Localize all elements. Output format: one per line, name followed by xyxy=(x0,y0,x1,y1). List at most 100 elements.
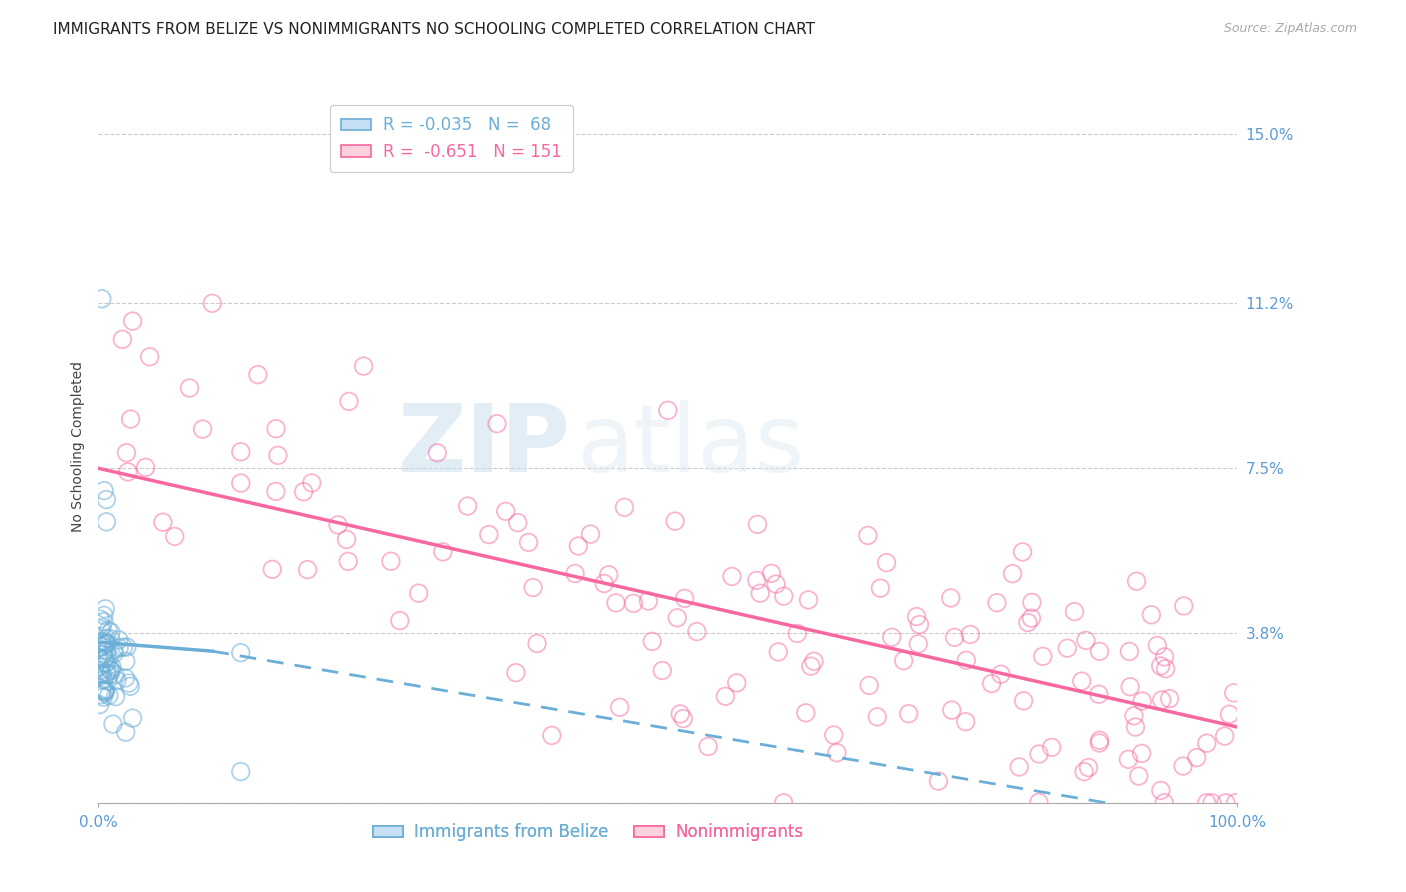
Point xyxy=(664,514,686,528)
Point xyxy=(114,671,136,685)
Point xyxy=(905,609,928,624)
Point xyxy=(297,563,319,577)
Point xyxy=(335,533,357,547)
Point xyxy=(1150,783,1173,797)
Point xyxy=(794,706,817,720)
Point xyxy=(115,446,138,460)
Point xyxy=(1215,796,1237,810)
Point xyxy=(94,657,117,671)
Point xyxy=(91,648,114,662)
Point xyxy=(98,667,121,681)
Point xyxy=(893,654,915,668)
Point xyxy=(115,640,138,654)
Point xyxy=(1130,694,1153,708)
Text: IMMIGRANTS FROM BELIZE VS NONIMMIGRANTS NO SCHOOLING COMPLETED CORRELATION CHART: IMMIGRANTS FROM BELIZE VS NONIMMIGRANTS … xyxy=(53,22,815,37)
Point xyxy=(353,359,375,373)
Point xyxy=(858,678,880,692)
Point xyxy=(191,422,214,436)
Point xyxy=(876,556,898,570)
Point xyxy=(669,706,692,721)
Point xyxy=(1146,639,1168,653)
Point xyxy=(426,446,449,460)
Point xyxy=(100,625,122,640)
Point xyxy=(1154,662,1177,676)
Point xyxy=(567,539,589,553)
Point xyxy=(1073,764,1095,779)
Point xyxy=(1012,694,1035,708)
Point xyxy=(1128,769,1150,783)
Point xyxy=(749,586,772,600)
Point xyxy=(666,611,689,625)
Point xyxy=(1150,693,1173,707)
Point xyxy=(941,703,963,717)
Point xyxy=(1056,641,1078,656)
Point xyxy=(506,516,529,530)
Point xyxy=(772,796,794,810)
Point xyxy=(1008,760,1031,774)
Point xyxy=(96,667,118,681)
Point xyxy=(100,664,122,678)
Point xyxy=(495,504,517,518)
Point xyxy=(337,554,360,568)
Point xyxy=(637,594,659,608)
Point xyxy=(152,515,174,529)
Point xyxy=(337,394,360,409)
Point xyxy=(1088,644,1111,658)
Point xyxy=(301,475,323,490)
Point xyxy=(91,683,114,698)
Text: ZIP: ZIP xyxy=(398,400,571,492)
Point xyxy=(955,714,977,729)
Point xyxy=(761,566,783,581)
Point xyxy=(641,634,664,648)
Point xyxy=(93,615,115,629)
Point xyxy=(1153,649,1175,664)
Point xyxy=(96,643,118,657)
Point xyxy=(657,403,679,417)
Point xyxy=(623,596,645,610)
Point xyxy=(856,528,879,542)
Point xyxy=(697,739,720,754)
Point xyxy=(1125,720,1147,734)
Point xyxy=(94,652,117,666)
Point xyxy=(326,517,349,532)
Point xyxy=(1021,595,1043,609)
Point xyxy=(1017,615,1039,630)
Point xyxy=(1070,674,1092,689)
Point xyxy=(1116,752,1139,766)
Point xyxy=(765,577,787,591)
Point xyxy=(114,654,136,668)
Point xyxy=(714,690,737,704)
Point xyxy=(955,653,977,667)
Legend: Immigrants from Belize, Nonimmigrants: Immigrants from Belize, Nonimmigrants xyxy=(366,817,810,848)
Point xyxy=(100,632,122,646)
Point xyxy=(89,698,111,712)
Point xyxy=(118,676,141,690)
Point xyxy=(564,566,586,581)
Point xyxy=(959,627,981,641)
Point xyxy=(103,643,125,657)
Point xyxy=(1119,680,1142,694)
Point xyxy=(246,368,269,382)
Point xyxy=(1159,691,1181,706)
Point xyxy=(478,527,501,541)
Point xyxy=(112,640,135,655)
Point xyxy=(96,632,118,646)
Point xyxy=(97,624,120,638)
Point xyxy=(745,574,768,588)
Point xyxy=(990,667,1012,681)
Point xyxy=(517,535,540,549)
Point xyxy=(797,593,820,607)
Point xyxy=(747,517,769,532)
Point xyxy=(163,529,186,543)
Point xyxy=(408,586,430,600)
Point xyxy=(90,622,112,636)
Point xyxy=(1201,796,1223,810)
Point xyxy=(1021,611,1043,625)
Point xyxy=(89,666,111,681)
Point xyxy=(1222,686,1244,700)
Point xyxy=(292,484,315,499)
Point xyxy=(93,638,115,652)
Point xyxy=(673,591,696,606)
Point xyxy=(201,296,224,310)
Point xyxy=(96,673,118,688)
